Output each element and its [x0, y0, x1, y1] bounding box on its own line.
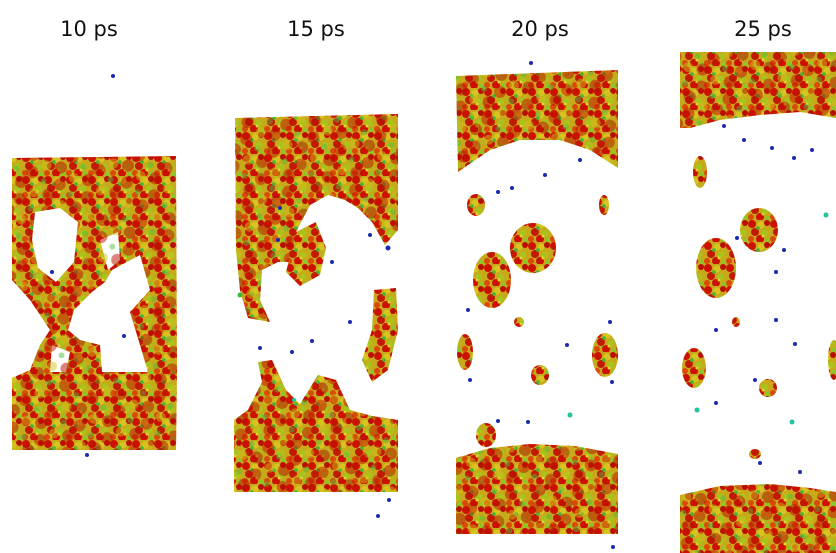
- panel-3-cluster: [457, 334, 473, 370]
- panel-4-stray-atom: [758, 461, 762, 465]
- panel-4-cluster: [696, 238, 736, 298]
- panel-2-stray-atom: [290, 350, 294, 354]
- panel-2-stray-atom: [258, 346, 262, 350]
- panel-4-cluster: [732, 317, 740, 327]
- panel-2-stray-atom: [276, 238, 280, 242]
- panel-3-stray-atom: [565, 343, 569, 347]
- panel-2-stray-atom: [237, 292, 243, 298]
- panel-4-stray-atom: [742, 138, 746, 142]
- panel-3-cluster: [473, 252, 511, 308]
- panel-3-time-label: 20 ps: [511, 17, 569, 41]
- panel-4-stray-atom: [798, 470, 802, 474]
- panel-3-stray-atom: [610, 380, 614, 384]
- panel-4-stray-atom: [789, 419, 795, 425]
- panel-3-snapshot: [456, 61, 618, 549]
- panel-4-cluster: [740, 208, 778, 252]
- panel-4-cluster: [759, 379, 777, 397]
- panel-2-stray-atom: [385, 245, 391, 251]
- panel-4-stray-atom: [792, 156, 796, 160]
- panel-3-stray-atom: [611, 545, 615, 549]
- panel-3-stray-atom: [466, 308, 470, 312]
- panel-3-stray-atom: [567, 412, 573, 418]
- panel-2-time-label: 15 ps: [287, 17, 345, 41]
- panel-2-stray-atom: [348, 320, 352, 324]
- panel-3-cluster: [599, 195, 609, 215]
- panel-4-stray-atom: [823, 212, 829, 218]
- panel-1-stray-atom: [122, 334, 126, 338]
- panel-4-stray-atom: [694, 407, 700, 413]
- panel-2-stray-atom: [387, 498, 391, 502]
- panel-4-snapshot: [680, 52, 836, 553]
- panel-1-time-label: 10 ps: [60, 17, 118, 41]
- panel-3-stray-atom: [578, 158, 582, 162]
- panel-4-stray-atom: [793, 342, 797, 346]
- panel-2-stray-atom: [278, 206, 282, 210]
- panel-2-cluster: [362, 288, 398, 382]
- panel-4-stray-atom: [782, 248, 786, 252]
- panel-3-stray-atom: [496, 419, 500, 423]
- panel-4-cluster: [693, 156, 707, 188]
- panel-4-stray-atom: [753, 378, 757, 382]
- panel-2-stray-atom: [376, 514, 380, 518]
- panel-3-cluster: [592, 333, 618, 377]
- panel-4-stray-atom: [714, 401, 718, 405]
- panel-4-stray-atom: [735, 236, 739, 240]
- panel-1-stray-atom: [50, 270, 54, 274]
- panel-1-stray-atom: [85, 453, 89, 457]
- panel-3-cluster: [514, 317, 524, 327]
- panel-2-stray-atom: [368, 233, 372, 237]
- panel-3-stray-atom: [468, 378, 472, 382]
- panel-4-stray-atom: [774, 270, 778, 274]
- panel-4-stray-atom: [774, 318, 778, 322]
- panel-2-snapshot: [234, 114, 398, 518]
- panel-1-snapshot: [12, 74, 177, 457]
- panel-3-cluster: [531, 365, 549, 385]
- panel-2-stray-atom: [310, 339, 314, 343]
- panel-4-cluster: [682, 348, 706, 388]
- panel-4-cluster: [749, 449, 761, 459]
- panel-4-cluster: [828, 340, 836, 380]
- panel-1-stray-atom: [111, 74, 115, 78]
- panel-4-stray-atom: [810, 148, 814, 152]
- panel-2-stray-atom: [292, 398, 296, 402]
- panel-4-stray-atom: [714, 328, 718, 332]
- panel-4-stray-atom: [722, 124, 726, 128]
- panel-3-cluster: [467, 194, 485, 216]
- panel-3-stray-atom: [608, 320, 612, 324]
- panel-3-cluster: [476, 423, 496, 447]
- panel-3-stray-atom: [526, 420, 530, 424]
- panel-3-stray-atom: [496, 190, 500, 194]
- panel-3-stray-atom: [529, 61, 533, 65]
- panel-3-stray-atom: [543, 173, 547, 177]
- panel-3-stray-atom: [510, 186, 514, 190]
- panel-4-stray-atom: [770, 146, 774, 150]
- panel-4-time-label: 25 ps: [734, 17, 792, 41]
- panel-2-stray-atom: [330, 260, 334, 264]
- panel-2-cluster: [286, 222, 326, 286]
- panel-3-cluster: [510, 223, 556, 273]
